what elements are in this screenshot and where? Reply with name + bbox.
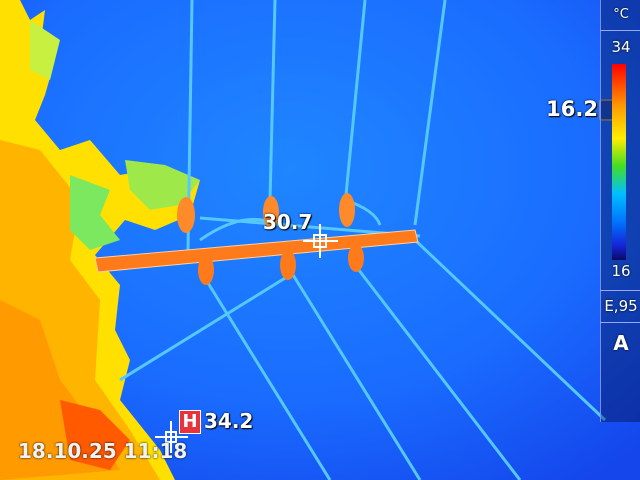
hot-spot-crosshair bbox=[155, 421, 188, 453]
hot-spot-temperature: 34.2 bbox=[204, 409, 254, 433]
scale-marker-value: 16.2 bbox=[546, 97, 598, 121]
spot-crosshair bbox=[303, 224, 338, 258]
scale-min-value: 16 bbox=[611, 262, 631, 280]
panel-divider bbox=[600, 290, 640, 291]
spot-temperature: 30.7 bbox=[263, 210, 313, 234]
range-mode-setting[interactable]: A bbox=[613, 331, 629, 355]
power-lines bbox=[119, 0, 607, 480]
hot-spot-badge: H bbox=[179, 410, 201, 434]
panel-divider bbox=[600, 30, 640, 31]
vegetation-region bbox=[0, 0, 200, 480]
panel-divider bbox=[600, 322, 640, 323]
scale-max-value: 34 bbox=[611, 38, 631, 56]
emissivity-setting[interactable]: E,95 bbox=[604, 297, 638, 315]
color-scale-bar bbox=[612, 64, 626, 260]
capture-datetime: 18.10.25 11:18 bbox=[18, 439, 188, 463]
temperature-unit: °C bbox=[613, 7, 629, 22]
